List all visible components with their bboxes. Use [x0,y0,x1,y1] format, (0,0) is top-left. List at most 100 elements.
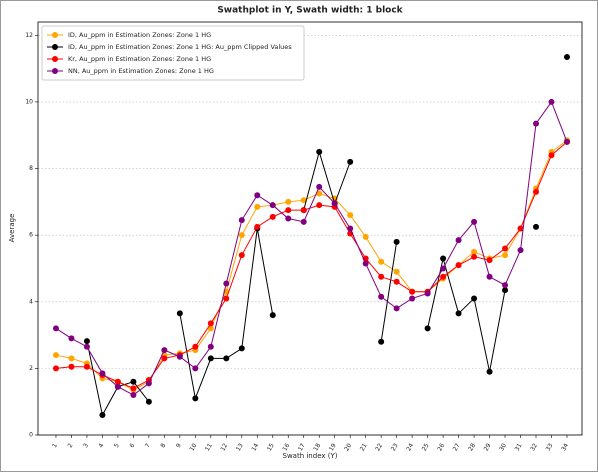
x-axis-label: Swath index (Y) [283,452,338,460]
legend-marker [52,68,58,74]
x-tick-label: 9 [175,442,183,449]
plot-area [37,21,583,436]
x-tick-label: 25 [421,442,431,452]
point [471,253,478,260]
point [161,347,168,354]
x-tick-label: 14 [250,442,260,452]
x-tick-label: 13 [235,442,245,452]
point [238,232,245,239]
point [316,148,323,155]
point [486,257,493,264]
x-tick-label: 27 [452,442,462,452]
point [563,53,570,60]
point [254,223,261,230]
point [548,98,555,105]
point [378,293,385,300]
point [331,200,338,207]
point [238,217,245,224]
point [347,212,354,219]
point [269,312,276,319]
point [238,252,245,259]
point [68,335,75,342]
point [130,378,137,385]
x-tick-label: 21 [359,442,369,452]
point [223,355,230,362]
point [316,202,323,209]
x-tick-label: 28 [467,442,477,452]
x-tick-label: 19 [328,442,338,452]
y-tick-label: 6 [29,232,33,239]
point [471,218,478,225]
y-axis-label: Average [8,214,16,243]
x-tick-label: 34 [560,442,570,452]
point [176,353,183,360]
point [83,343,90,350]
point [254,192,261,199]
point [192,365,199,372]
point [393,278,400,285]
point [316,190,323,197]
point [533,188,540,195]
point [207,325,214,332]
legend-label: NN, Au_ppm in Estimation Zones: Zone 1 H… [68,67,214,75]
point [99,370,106,377]
point [533,223,540,230]
point [285,215,292,222]
point [455,237,462,244]
point [563,138,570,145]
x-tick-label: 32 [529,442,539,452]
x-tick-label: 12 [219,442,229,452]
series-line [55,141,568,389]
point [455,262,462,269]
point [455,310,462,317]
point [68,363,75,370]
point [145,398,152,405]
x-tick-label: 2 [67,442,75,449]
series-line [380,241,398,342]
x-tick-label: 23 [390,442,400,452]
point [223,295,230,302]
point [300,207,307,214]
point [502,252,509,259]
series-line [55,100,568,396]
x-tick-label: 24 [405,442,415,452]
y-tick-label: 8 [29,165,33,172]
point [378,258,385,265]
y-tick-label: 10 [25,98,33,105]
x-tick-label: 29 [483,442,493,452]
x-tick-label: 26 [436,442,446,452]
point [114,378,121,385]
point [409,288,416,295]
x-tick-label: 31 [514,442,524,452]
point [83,338,90,345]
point [52,352,59,359]
point [68,355,75,362]
legend-label: ID, Au_ppm in Estimation Zones: Zone 1 H… [68,43,292,51]
point [238,345,245,352]
point [533,120,540,127]
point [269,202,276,209]
point [285,198,292,205]
point [424,290,431,297]
point [347,225,354,232]
point [207,320,214,327]
point [362,233,369,240]
point [409,295,416,302]
x-tick-label: 18 [312,442,322,452]
point [176,310,183,317]
point [486,368,493,375]
x-tick-label: 5 [113,442,121,449]
x-tick-label: 15 [266,442,276,452]
legend-box [41,25,305,81]
point [52,365,59,372]
point [161,355,168,362]
y-tick-label: 12 [25,32,33,39]
legend-marker [52,44,58,50]
point [83,363,90,370]
x-tick-label: 20 [343,442,353,452]
x-tick-label: 1 [51,442,59,449]
point [502,282,509,289]
series-line [427,258,506,372]
point [393,268,400,275]
